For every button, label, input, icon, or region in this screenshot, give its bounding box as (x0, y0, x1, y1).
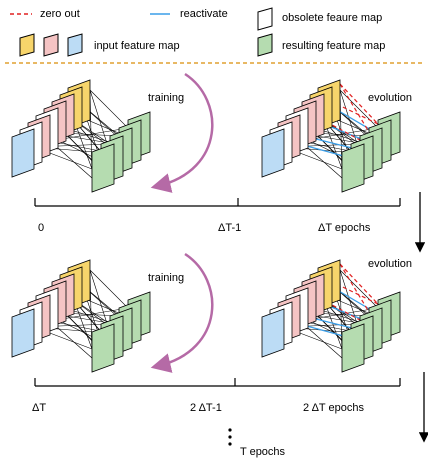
zero-out-line (339, 83, 379, 125)
legend-label: input feature map (94, 40, 180, 52)
evolution-label: evolution (368, 92, 412, 104)
feature-map (11, 308, 35, 358)
obsolete-swatch (257, 7, 273, 31)
feature-map (91, 143, 115, 193)
feature-map (11, 128, 35, 178)
panels: training evolution 0 ΔT-1 ΔT epochs training e… (11, 72, 412, 414)
connection (339, 269, 379, 309)
timeline-label: 2 ΔT-1 (190, 402, 222, 414)
legend-label: reactivate (180, 8, 228, 20)
timeline-label: 2 ΔT epochs (303, 402, 364, 414)
feature-map (341, 143, 365, 193)
timeline-label: 0 (38, 222, 44, 234)
legend: zero out reactivate obsolete feaure map … (10, 7, 385, 57)
training-label: training (148, 92, 184, 104)
training-arrow (150, 252, 214, 373)
legend-label: resulting feature map (282, 40, 385, 52)
legend-label: zero out (40, 8, 80, 20)
connection (89, 269, 129, 309)
zero-out-line (339, 263, 370, 313)
timeline-label: ΔT epochs (318, 222, 371, 234)
evolution-label: evolution (368, 258, 412, 270)
feature-map (261, 128, 285, 178)
zero-out-line (339, 83, 370, 133)
training-label: training (148, 272, 184, 284)
legend-label: obsolete feaure map (282, 12, 382, 24)
final-label: T epochs (240, 446, 286, 458)
input-swatch (43, 33, 59, 57)
timeline-label: ΔT (32, 402, 46, 414)
timeline-label: ΔT-1 (218, 222, 241, 234)
feature-map (91, 323, 115, 373)
input-swatch (19, 33, 35, 57)
feature-map (261, 308, 285, 358)
input-swatch (67, 33, 83, 57)
connection (339, 89, 379, 129)
resulting-swatch (257, 33, 273, 57)
ellipsis (228, 428, 232, 446)
training-arrow (150, 72, 214, 193)
feature-map (341, 323, 365, 373)
connection (89, 89, 129, 129)
zero-out-line (339, 263, 379, 305)
